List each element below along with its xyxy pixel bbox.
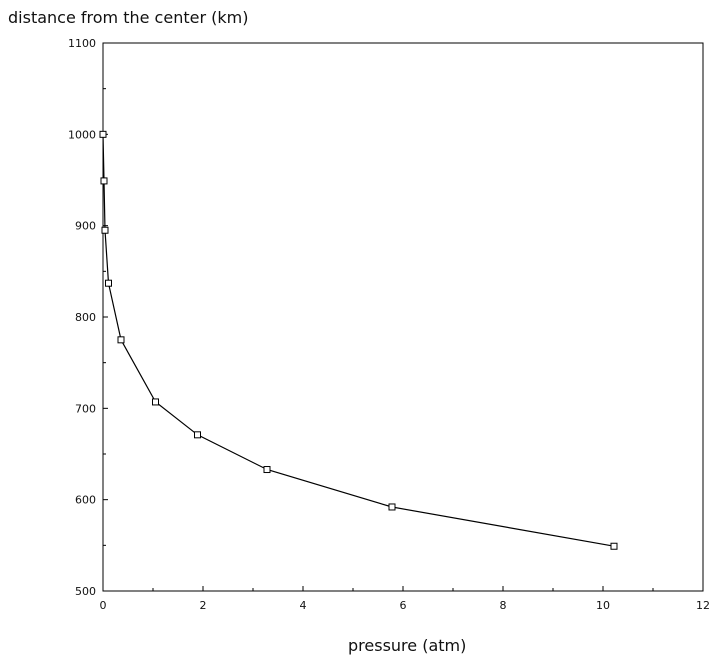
- y-tick-label: 1000: [68, 128, 96, 141]
- data-point: [99, 130, 107, 138]
- y-tick-label: 1100: [68, 37, 96, 50]
- x-tick-label: 10: [596, 599, 610, 612]
- data-point: [152, 398, 159, 406]
- y-tick-label: 600: [75, 494, 96, 507]
- data-point: [194, 431, 201, 439]
- data-point: [100, 177, 108, 185]
- x-tick-label: 2: [200, 599, 207, 612]
- x-tick-label: 4: [300, 599, 307, 612]
- data-point: [388, 503, 396, 511]
- data-point: [117, 336, 125, 344]
- data-point: [101, 226, 109, 234]
- data-point: [105, 279, 112, 287]
- y-tick-label: 800: [75, 311, 96, 324]
- x-tick-label: 8: [500, 599, 507, 612]
- data-point: [610, 542, 618, 550]
- x-tick-label: 0: [100, 599, 107, 612]
- x-axis-label: pressure (atm): [348, 636, 467, 655]
- y-tick-label: 700: [75, 402, 96, 415]
- data-point: [263, 466, 271, 474]
- x-tick-label: 12: [696, 599, 710, 612]
- y-axis-label: distance from the center (km): [8, 8, 249, 27]
- y-tick-label: 900: [75, 220, 96, 233]
- series-line: [102, 134, 615, 547]
- x-tick-label: 6: [400, 599, 407, 612]
- y-tick-label: 500: [75, 585, 96, 598]
